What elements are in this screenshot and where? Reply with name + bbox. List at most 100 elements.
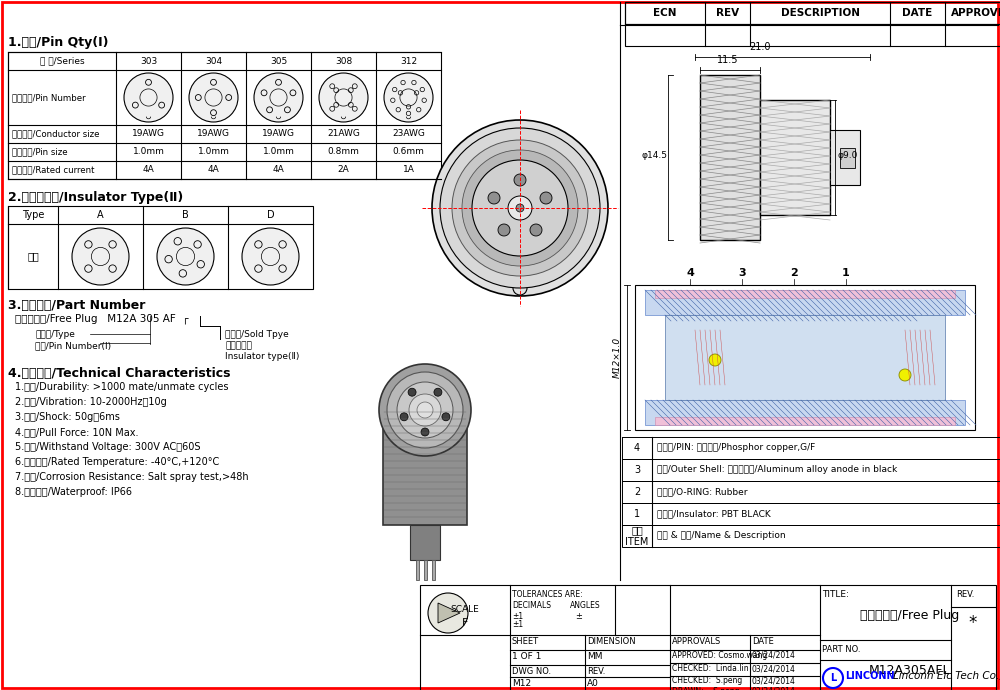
Bar xyxy=(665,315,945,400)
Bar xyxy=(645,400,965,425)
Text: 主型號/Type: 主型號/Type xyxy=(35,330,75,339)
Text: 19AWG: 19AWG xyxy=(197,130,230,139)
Text: DWG NO.: DWG NO. xyxy=(512,667,551,676)
Bar xyxy=(655,417,955,425)
Bar xyxy=(645,290,965,315)
Text: ECN: ECN xyxy=(653,8,677,18)
Text: DATE: DATE xyxy=(752,637,774,646)
Text: DIMENSION: DIMENSION xyxy=(587,637,636,646)
Text: APPROVALS: APPROVALS xyxy=(672,637,721,646)
Text: 1.寿命/Durability: >1000 mate/unmate cycles: 1.寿命/Durability: >1000 mate/unmate cycle… xyxy=(15,382,228,392)
Text: DRAWN:    S.peng: DRAWN: S.peng xyxy=(672,687,740,690)
Bar xyxy=(830,130,860,185)
Circle shape xyxy=(498,224,510,236)
Text: 2: 2 xyxy=(790,268,798,278)
Text: 导体直径/Pin size: 导体直径/Pin size xyxy=(12,148,68,157)
Text: B: B xyxy=(182,210,189,220)
Text: A: A xyxy=(97,210,104,220)
Circle shape xyxy=(440,128,600,288)
Text: 5.耐压/Withstand Voltage: 300V AC，60S: 5.耐压/Withstand Voltage: 300V AC，60S xyxy=(15,442,200,452)
Text: 绝缘体型號: 绝缘体型號 xyxy=(225,341,252,350)
Circle shape xyxy=(899,369,911,381)
Bar xyxy=(424,560,427,580)
Text: Insulator type(Ⅱ): Insulator type(Ⅱ) xyxy=(225,352,299,361)
Circle shape xyxy=(472,160,568,256)
Text: 4A: 4A xyxy=(208,166,219,175)
Text: 4: 4 xyxy=(686,268,694,278)
Circle shape xyxy=(397,382,453,438)
Text: 3: 3 xyxy=(738,268,746,278)
Text: SHEET: SHEET xyxy=(512,637,539,646)
Text: MM: MM xyxy=(587,652,602,661)
Text: Type: Type xyxy=(22,210,44,220)
Text: F: F xyxy=(462,618,468,628)
Bar xyxy=(625,2,1000,24)
Text: A0: A0 xyxy=(587,679,599,688)
Text: 03/24/2014: 03/24/2014 xyxy=(752,687,796,690)
Text: 21.0: 21.0 xyxy=(749,42,771,52)
Circle shape xyxy=(540,192,552,204)
Text: 2.绵缘体型号/Insulator Type(Ⅱ): 2.绵缘体型号/Insulator Type(Ⅱ) xyxy=(8,191,183,204)
Circle shape xyxy=(254,73,303,122)
Bar xyxy=(420,585,996,690)
Text: 1.0mm: 1.0mm xyxy=(263,148,294,157)
Text: 4A: 4A xyxy=(143,166,154,175)
Circle shape xyxy=(462,150,578,266)
Circle shape xyxy=(189,73,238,122)
Text: 密封圈/O-RING: Rubber: 密封圈/O-RING: Rubber xyxy=(657,488,748,497)
Circle shape xyxy=(379,364,471,456)
Text: 1: 1 xyxy=(634,509,640,519)
Circle shape xyxy=(72,228,129,285)
Text: DESCRIPTION: DESCRIPTION xyxy=(780,8,860,18)
Circle shape xyxy=(421,428,429,436)
Text: 1.0mm: 1.0mm xyxy=(198,148,229,157)
Text: 2A: 2A xyxy=(338,166,349,175)
Text: L: L xyxy=(830,673,836,683)
Text: REV.: REV. xyxy=(956,590,974,599)
Polygon shape xyxy=(438,603,460,623)
Circle shape xyxy=(124,73,173,122)
Circle shape xyxy=(417,402,433,418)
Text: 21AWG: 21AWG xyxy=(327,130,360,139)
Text: 03/24/2014: 03/24/2014 xyxy=(752,676,796,685)
Text: 浮动式插头/Free Plug   M12A 305 AF  ┌: 浮动式插头/Free Plug M12A 305 AF ┌ xyxy=(15,314,188,324)
Text: 3.冲击/Shock: 50g，6ms: 3.冲击/Shock: 50g，6ms xyxy=(15,412,120,422)
Text: φ14.5: φ14.5 xyxy=(641,150,667,159)
Circle shape xyxy=(516,204,524,212)
Text: 7.盐雾/Corrosion Resistance: Salt spray test,>48h: 7.盐雾/Corrosion Resistance: Salt spray te… xyxy=(15,472,249,482)
Text: 11.5: 11.5 xyxy=(717,55,739,65)
Text: 焊接式/Sold Tpye: 焊接式/Sold Tpye xyxy=(225,330,289,339)
Text: M12: M12 xyxy=(512,679,531,688)
Text: 型号: 型号 xyxy=(27,251,39,262)
Bar xyxy=(416,560,419,580)
Bar xyxy=(622,459,1000,481)
Text: D: D xyxy=(267,210,274,220)
Text: 1: 1 xyxy=(842,268,850,278)
Text: 浮动式插头/Free Plug: 浮动式插头/Free Plug xyxy=(860,609,960,622)
Text: DECIMALS: DECIMALS xyxy=(512,601,551,610)
Text: 03/24/2014: 03/24/2014 xyxy=(752,651,796,660)
Circle shape xyxy=(432,120,608,296)
Text: 1.0mm: 1.0mm xyxy=(133,148,164,157)
Bar xyxy=(840,148,855,168)
Text: 3: 3 xyxy=(634,465,640,475)
Bar xyxy=(635,285,975,430)
Text: ±: ± xyxy=(575,612,582,621)
Bar xyxy=(622,525,1000,547)
Circle shape xyxy=(157,228,214,285)
Bar xyxy=(432,560,435,580)
Text: 母针芯/PIN: 磷锁镌金/Phosphor copper,G/F: 母针芯/PIN: 磷锁镌金/Phosphor copper,G/F xyxy=(657,444,815,453)
Text: APPROVED: Cosmo.wang: APPROVED: Cosmo.wang xyxy=(672,651,767,660)
Circle shape xyxy=(488,192,500,204)
Text: TOLERANCES ARE:: TOLERANCES ARE: xyxy=(512,590,583,599)
Text: 03/24/2014: 03/24/2014 xyxy=(752,664,796,673)
Text: 4A: 4A xyxy=(273,166,284,175)
Text: ±1: ±1 xyxy=(512,612,523,621)
Text: φ9.0: φ9.0 xyxy=(837,150,857,159)
Text: 序号
ITEM: 序号 ITEM xyxy=(625,525,649,546)
Text: DATE: DATE xyxy=(902,8,933,18)
Text: 系 列/Series: 系 列/Series xyxy=(40,57,84,66)
Text: 3.编码原则/Part Number: 3.编码原则/Part Number xyxy=(8,299,145,312)
Text: LINCONN: LINCONN xyxy=(845,671,895,681)
Text: 4.技术特性/Technical Characteristics: 4.技术特性/Technical Characteristics xyxy=(8,367,230,380)
